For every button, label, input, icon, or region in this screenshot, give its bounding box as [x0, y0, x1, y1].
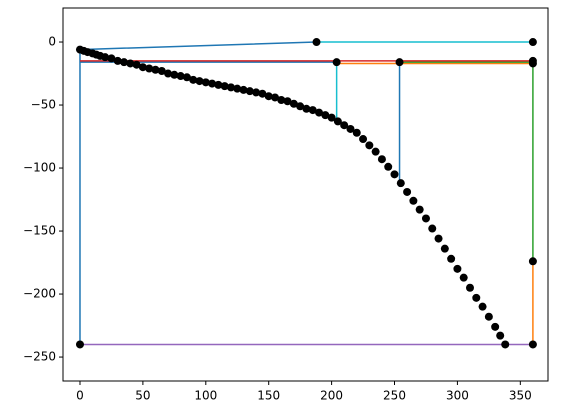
x-tick-label: 300 — [446, 389, 469, 403]
x-tick-label: 50 — [135, 389, 150, 403]
x-tick-label: 150 — [257, 389, 280, 403]
data-point — [182, 73, 191, 82]
x-tick-label: 0 — [76, 389, 84, 403]
data-point — [214, 80, 223, 89]
data-point — [501, 340, 510, 349]
y-tick-label: 0 — [48, 35, 56, 49]
data-point — [465, 283, 474, 292]
data-point — [384, 162, 393, 171]
data-point — [434, 234, 443, 243]
data-point — [208, 79, 217, 88]
data-point — [101, 53, 110, 62]
data-point — [528, 38, 537, 47]
y-tick-label: −50 — [31, 98, 56, 112]
data-point — [220, 82, 229, 91]
data-point — [252, 88, 261, 97]
data-point — [75, 340, 84, 349]
data-point — [189, 75, 198, 84]
data-point — [245, 87, 254, 96]
data-point — [359, 135, 368, 144]
data-point — [233, 84, 242, 93]
x-tick-label: 250 — [383, 389, 406, 403]
data-point — [258, 89, 267, 98]
data-point — [270, 93, 279, 102]
data-point — [107, 54, 116, 63]
line-segment — [79, 41, 317, 345]
data-point — [440, 244, 449, 253]
data-point — [421, 214, 430, 223]
data-point — [312, 38, 321, 47]
data-point — [120, 58, 129, 67]
data-point — [340, 121, 349, 130]
data-point — [226, 83, 235, 92]
data-point — [377, 155, 386, 164]
data-point — [296, 102, 305, 111]
data-point — [308, 106, 317, 115]
data-point — [352, 128, 361, 137]
x-tick-label: 200 — [320, 389, 343, 403]
data-point — [333, 117, 342, 126]
data-point — [459, 273, 468, 282]
data-point — [484, 312, 493, 321]
data-point — [151, 65, 160, 74]
data-point — [415, 205, 424, 214]
data-point — [321, 111, 330, 120]
data-point — [113, 56, 122, 65]
data-point — [395, 58, 404, 67]
data-point — [365, 141, 374, 150]
data-point — [332, 58, 341, 67]
data-point — [170, 70, 179, 79]
data-point — [164, 69, 173, 78]
data-point — [138, 63, 147, 72]
y-tick-label: −200 — [23, 287, 56, 301]
data-point — [132, 60, 141, 69]
data-point — [409, 196, 418, 205]
data-point — [302, 104, 311, 113]
data-point — [403, 187, 412, 196]
data-point — [289, 99, 298, 108]
x-tick-label: 100 — [194, 389, 217, 403]
data-point — [201, 78, 210, 87]
data-point — [390, 170, 399, 179]
data-point — [371, 147, 380, 156]
data-point — [264, 92, 273, 101]
data-point — [283, 97, 292, 106]
data-point — [145, 64, 154, 73]
data-point — [315, 108, 324, 117]
data-point — [453, 264, 462, 273]
data-point — [277, 95, 286, 104]
data-point — [491, 322, 500, 331]
data-point — [528, 59, 537, 68]
data-point — [396, 179, 405, 188]
data-point — [428, 224, 437, 233]
y-tick-label: −150 — [23, 224, 56, 238]
y-tick-label: −250 — [23, 350, 56, 364]
axes-frame — [62, 7, 549, 382]
data-point — [157, 67, 166, 76]
data-point — [496, 331, 505, 340]
data-point — [528, 257, 537, 266]
data-point — [195, 77, 204, 86]
data-point — [239, 85, 248, 94]
data-point — [478, 302, 487, 311]
data-point — [472, 293, 481, 302]
data-point — [126, 59, 135, 68]
data-point — [346, 124, 355, 133]
data-point — [447, 254, 456, 263]
data-point — [176, 72, 185, 81]
x-tick-label: 350 — [509, 389, 532, 403]
data-point — [528, 340, 537, 349]
data-point — [327, 113, 336, 122]
y-tick-label: −100 — [23, 161, 56, 175]
